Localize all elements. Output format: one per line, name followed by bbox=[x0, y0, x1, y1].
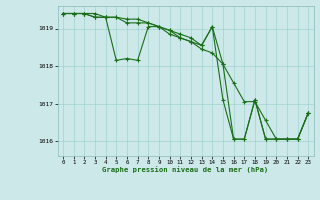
X-axis label: Graphe pression niveau de la mer (hPa): Graphe pression niveau de la mer (hPa) bbox=[102, 167, 269, 173]
